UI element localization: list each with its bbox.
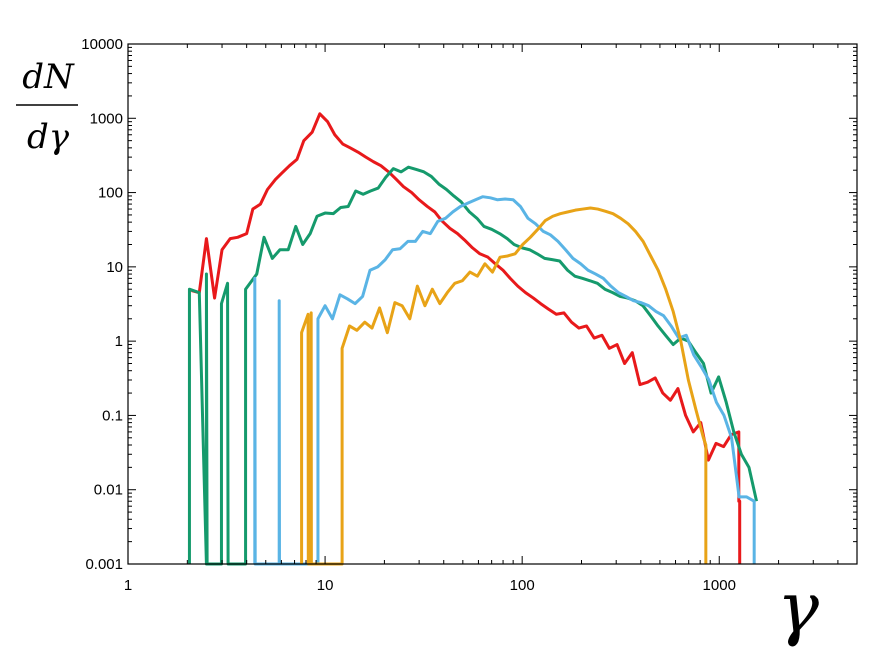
x-tick-label: 1 — [124, 577, 132, 594]
series-layer — [187, 112, 759, 566]
series-line-2 — [187, 165, 759, 566]
x-axis-label: γ — [777, 567, 819, 649]
x-tick-label: 10 — [317, 577, 334, 594]
series-line-4 — [300, 206, 708, 566]
y-tick-label: 0.001 — [85, 556, 123, 573]
plot-frame — [127, 43, 858, 565]
y-tick-label: 100 — [98, 185, 123, 202]
series-line-1 — [191, 112, 742, 564]
x-tick-label: 100 — [510, 577, 535, 594]
y-tick-label: 10000 — [81, 36, 123, 53]
y-axis-label-denominator: dγ — [27, 117, 70, 157]
label-layer: dN dγ γ — [16, 57, 819, 649]
y-axis-label-numerator: dN — [22, 57, 75, 97]
y-tick-label: 0.1 — [102, 407, 123, 424]
y-tick-label: 0.01 — [94, 482, 123, 499]
y-tick-label: 10 — [106, 259, 123, 276]
y-tick-label: 1000 — [90, 110, 123, 127]
series-line-3 — [253, 195, 756, 566]
tick-layer: 1 10 100 1000 0.001 0.01 0.1 1 10 100 1000 10000 — [81, 36, 858, 594]
y-tick-label: 1 — [115, 333, 123, 350]
x-tick-label: 1000 — [703, 577, 736, 594]
